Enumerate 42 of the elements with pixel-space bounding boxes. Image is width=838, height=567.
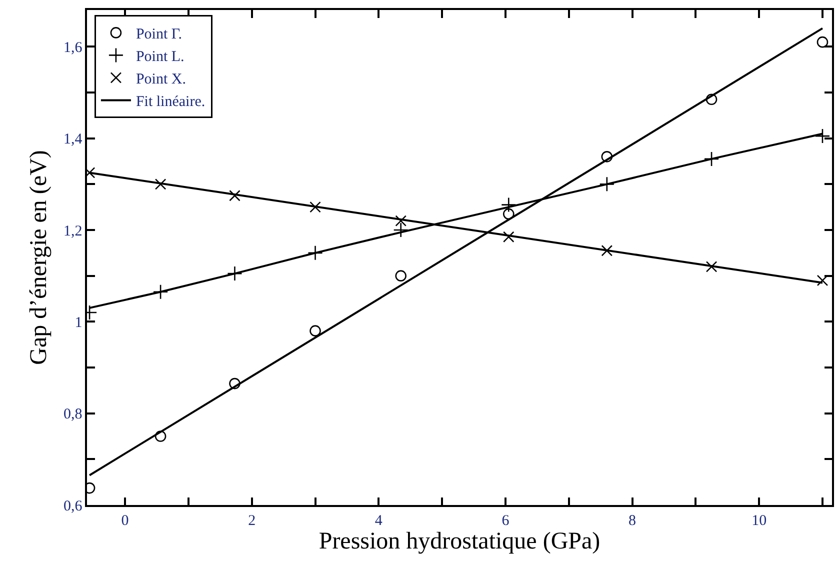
point — [227, 266, 242, 282]
legend-label: Fit linéaire. — [136, 94, 206, 110]
point — [502, 208, 514, 220]
point — [310, 325, 321, 336]
point — [229, 378, 240, 390]
point — [395, 215, 406, 226]
y-tick-label: 0,6 — [64, 498, 83, 514]
legend-label: Point X. — [136, 72, 186, 88]
point — [152, 284, 168, 300]
point — [704, 151, 720, 167]
point — [601, 244, 613, 256]
legend-label: Point Γ. — [136, 26, 182, 43]
x-tick-label: 6 — [502, 512, 510, 529]
x-tick-label: 4 — [374, 512, 383, 529]
y-tick-label: 1,2 — [64, 223, 82, 240]
x-tick-label: 2 — [248, 512, 256, 529]
point — [814, 128, 830, 144]
y-tick-label: 1 — [74, 314, 82, 331]
point — [816, 274, 828, 286]
y-tick-label: 0,8 — [64, 406, 82, 423]
y-tick-label: 1,6 — [64, 40, 83, 56]
x-tick-label: 10 — [752, 512, 767, 529]
point — [599, 176, 615, 192]
point — [310, 201, 321, 213]
point — [308, 245, 323, 261]
x-tick-label: 0 — [121, 512, 129, 529]
point — [229, 190, 240, 202]
point — [601, 151, 613, 162]
legend-label: Point L. — [136, 49, 184, 66]
point — [706, 261, 718, 272]
point — [154, 430, 166, 442]
y-tick-label: 1,4 — [64, 132, 83, 148]
point — [706, 94, 718, 106]
point — [500, 197, 516, 212]
point — [154, 178, 166, 190]
y-axis-title: Gap d’énergie en (eV) — [26, 150, 52, 365]
point — [395, 270, 406, 282]
point — [816, 36, 828, 48]
point — [502, 231, 514, 243]
x-axis-title: Pression hydrostatique (GPa) — [318, 528, 600, 555]
x-tick-label: 8 — [628, 512, 636, 529]
point — [393, 222, 408, 238]
